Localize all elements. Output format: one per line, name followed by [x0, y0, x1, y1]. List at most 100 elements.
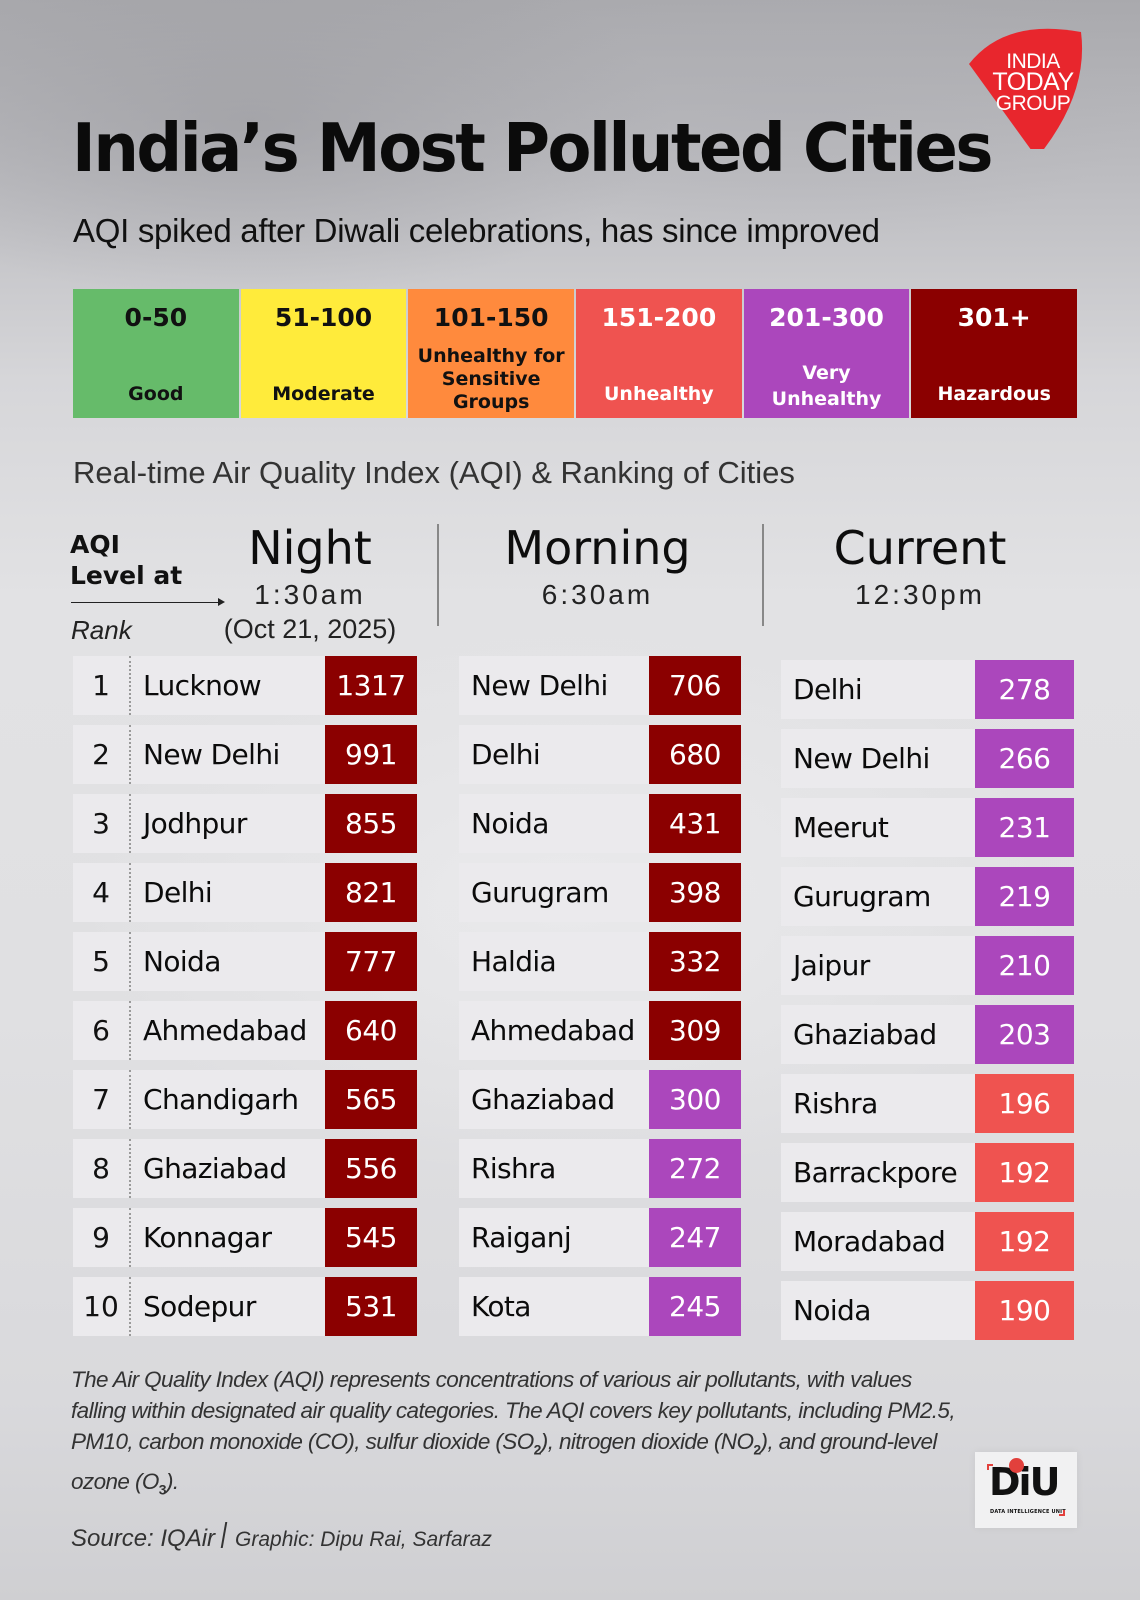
aqi-value-cell: 398 [649, 863, 741, 922]
table-row: 4 Delhi 821 [73, 863, 417, 922]
bracket-icon [987, 1464, 993, 1470]
aqi-value-cell: 777 [325, 932, 417, 991]
city-cell: Ahmedabad [459, 1001, 649, 1060]
table-row: Rishra 196 [781, 1074, 1074, 1133]
table-row: 7 Chandigarh 565 [73, 1070, 417, 1129]
table-row: Ghaziabad 300 [459, 1070, 741, 1129]
city-cell: Chandigarh [131, 1070, 325, 1129]
table-row: New Delhi 266 [781, 729, 1074, 788]
city-cell: Noida [131, 932, 325, 991]
legend-unhealthy-sensitive: 101-150 Unhealthy for Sensitive Groups [408, 289, 575, 418]
column-header-night: Night 1:30am (Oct 21, 2025) [223, 521, 397, 644]
aqi-value-cell: 192 [975, 1212, 1074, 1271]
logo-shield-icon [969, 28, 1082, 149]
city-cell: Moradabad [781, 1212, 975, 1271]
table-row: Noida 431 [459, 794, 741, 853]
table-row: 3 Jodhpur 855 [73, 794, 417, 853]
page-subtitle: AQI spiked after Diwali celebrations, ha… [73, 212, 880, 249]
table-row: 5 Noida 777 [73, 932, 417, 991]
table-row: Gurugram 219 [781, 867, 1074, 926]
aqi-value-cell: 706 [649, 656, 741, 715]
city-cell: Ghaziabad [131, 1139, 325, 1198]
aqi-value-cell: 278 [975, 660, 1074, 719]
table-row: Kota 245 [459, 1277, 741, 1336]
city-cell: Delhi [459, 725, 649, 784]
table-row: Barrackpore 192 [781, 1143, 1074, 1202]
night-ranking-table: 1 Lucknow 1317 2 New Delhi 991 3 Jodhpur 855 4 Del… [73, 656, 423, 1336]
aqi-value-cell: 1317 [325, 656, 417, 715]
arrow-right-icon [71, 598, 225, 606]
city-cell: Rishra [781, 1074, 975, 1133]
aqi-value-cell: 556 [325, 1139, 417, 1198]
legend-very-unhealthy: 201-300 Very Unhealthy [743, 289, 910, 418]
city-cell: Kota [459, 1277, 649, 1336]
legend-good: 0-50 Good [73, 289, 239, 418]
aqi-value-cell: 300 [649, 1070, 741, 1129]
city-cell: Jaipur [781, 936, 975, 995]
city-cell: Delhi [781, 660, 975, 719]
city-cell: Lucknow [131, 656, 325, 715]
rank-cell: 6 [73, 1001, 131, 1060]
diu-logo: DiU DATA INTELLIGENCE UNIT [975, 1452, 1077, 1528]
aqi-value-cell: 210 [975, 936, 1074, 995]
table-row: Gurugram 398 [459, 863, 741, 922]
rank-label: Rank [71, 615, 132, 645]
aqi-value-cell: 332 [649, 932, 741, 991]
city-cell: Gurugram [459, 863, 649, 922]
city-cell: Jodhpur [131, 794, 325, 853]
column-header-morning: Morning 6:30am [504, 521, 691, 610]
column-header-current: Current 12:30pm [833, 521, 1007, 610]
aqi-value-cell: 231 [975, 798, 1074, 857]
column-divider [437, 524, 439, 626]
india-today-group-logo: INDIA TODAY GROUP [965, 24, 1085, 149]
aqi-legend: 0-50 Good 51-100 Moderate 101-150 Unheal… [73, 289, 1078, 418]
table-row: Delhi 278 [781, 660, 1074, 719]
aqi-value-cell: 196 [975, 1074, 1074, 1133]
city-cell: Noida [781, 1281, 975, 1340]
aqi-value-cell: 272 [649, 1139, 741, 1198]
table-row: Rishra 272 [459, 1139, 741, 1198]
city-cell: New Delhi [459, 656, 649, 715]
aqi-value-cell: 545 [325, 1208, 417, 1267]
rank-cell: 9 [73, 1208, 131, 1267]
rank-cell: 2 [73, 725, 131, 784]
rank-cell: 7 [73, 1070, 131, 1129]
aqi-level-label: AQI Level at [70, 530, 183, 590]
city-cell: Ahmedabad [131, 1001, 325, 1060]
aqi-value-cell: 855 [325, 794, 417, 853]
table-row: 6 Ahmedabad 640 [73, 1001, 417, 1060]
morning-ranking-table: New Delhi 706 Delhi 680 Noida 431 Gurugram 398 H… [459, 656, 745, 1336]
aqi-value-cell: 192 [975, 1143, 1074, 1202]
aqi-value-cell: 219 [975, 867, 1074, 926]
city-cell: Konnagar [131, 1208, 325, 1267]
city-cell: New Delhi [781, 729, 975, 788]
aqi-footnote: The Air Quality Index (AQI) represents c… [71, 1367, 956, 1497]
table-row: Noida 190 [781, 1281, 1074, 1340]
table-row: Delhi 680 [459, 725, 741, 784]
rank-cell: 8 [73, 1139, 131, 1198]
legend-unhealthy: 151-200 Unhealthy [576, 289, 742, 418]
city-cell: Haldia [459, 932, 649, 991]
city-cell: Barrackpore [781, 1143, 975, 1202]
aqi-value-cell: 203 [975, 1005, 1074, 1064]
table-row: Moradabad 192 [781, 1212, 1074, 1271]
rank-cell: 3 [73, 794, 131, 853]
aqi-value-cell: 431 [649, 794, 741, 853]
legend-hazardous: 301+ Hazardous [911, 289, 1078, 418]
logo-text: INDIA TODAY GROUP [992, 50, 1074, 115]
current-ranking-table: Delhi 278 New Delhi 266 Meerut 231 Gurugram 219… [781, 660, 1075, 1340]
city-cell: Sodepur [131, 1277, 325, 1336]
aqi-value-cell: 991 [325, 725, 417, 784]
aqi-value-cell: 247 [649, 1208, 741, 1267]
aqi-value-cell: 531 [325, 1277, 417, 1336]
aqi-value-cell: 640 [325, 1001, 417, 1060]
aqi-value-cell: 245 [649, 1277, 741, 1336]
bracket-icon [1059, 1510, 1065, 1516]
city-cell: Rishra [459, 1139, 649, 1198]
table-row: Haldia 332 [459, 932, 741, 991]
rank-cell: 5 [73, 932, 131, 991]
table-row: 10 Sodepur 531 [73, 1277, 417, 1336]
city-cell: Raiganj [459, 1208, 649, 1267]
table-row: 2 New Delhi 991 [73, 725, 417, 784]
city-cell: Ghaziabad [781, 1005, 975, 1064]
